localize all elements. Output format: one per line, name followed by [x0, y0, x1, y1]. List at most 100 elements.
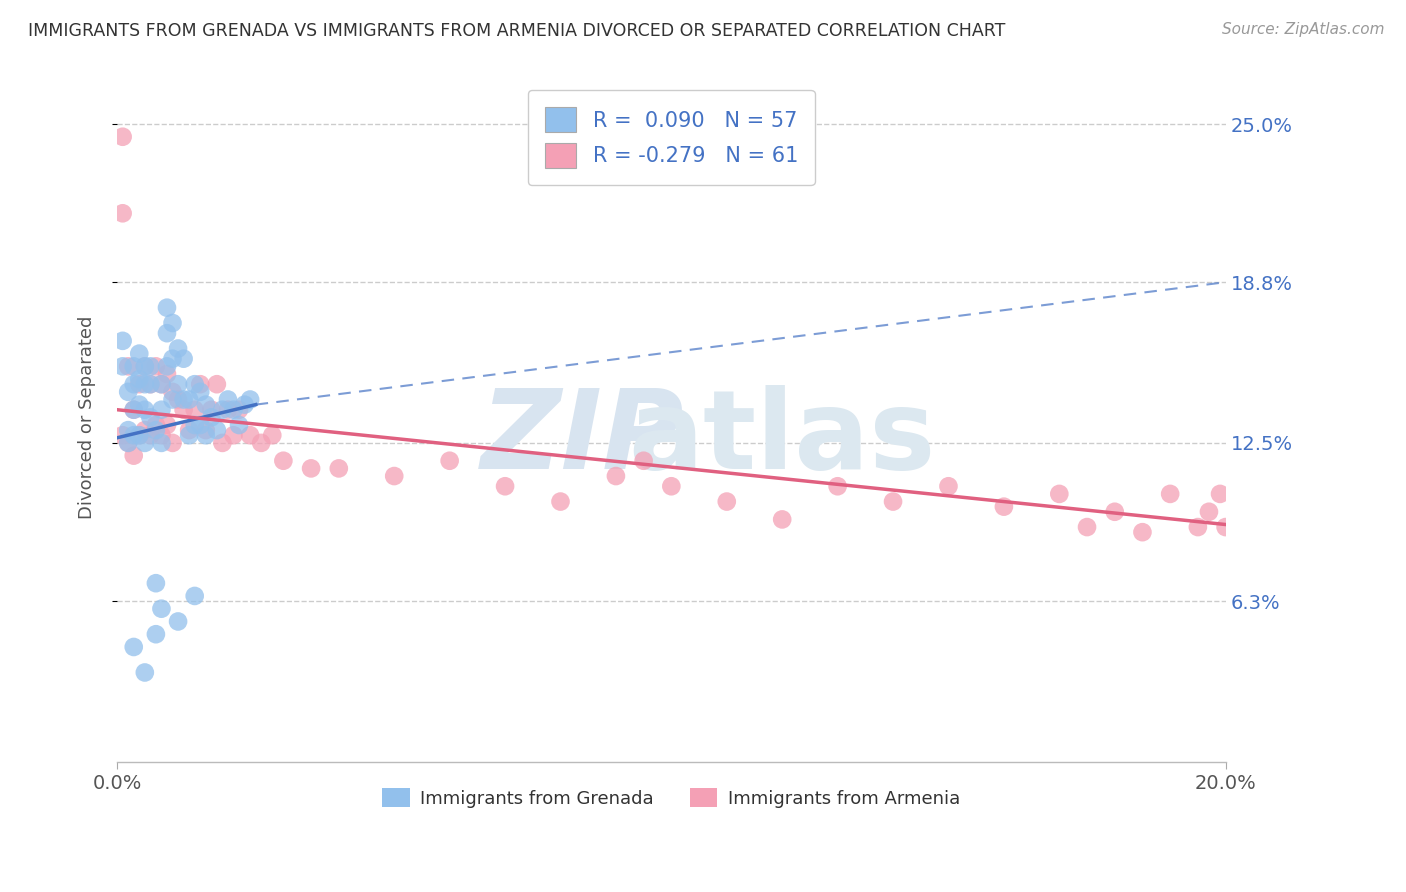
Point: [239, 428, 262, 442]
Point: [134, 436, 156, 450]
Point: [134, 423, 156, 437]
Point: [233, 398, 256, 412]
Point: [122, 640, 145, 654]
Point: [150, 436, 173, 450]
Point: [167, 392, 190, 407]
Point: [222, 402, 245, 417]
Point: [1209, 487, 1232, 501]
Point: [139, 428, 162, 442]
Point: [150, 402, 173, 417]
Point: [162, 392, 184, 407]
Point: [993, 500, 1015, 514]
Point: [183, 589, 205, 603]
Point: [179, 423, 201, 437]
Point: [150, 428, 173, 442]
Point: [145, 359, 167, 374]
Point: [134, 402, 156, 417]
Point: [173, 402, 195, 417]
Point: [145, 576, 167, 591]
Point: [188, 417, 211, 432]
Point: [145, 423, 167, 437]
Point: [194, 423, 217, 437]
Point: [188, 377, 211, 392]
Point: [200, 402, 222, 417]
Point: [167, 615, 190, 629]
Point: [122, 377, 145, 392]
Point: [194, 428, 217, 442]
Point: [211, 436, 233, 450]
Point: [938, 479, 960, 493]
Point: [211, 402, 233, 417]
Point: [111, 206, 134, 220]
Point: [1132, 525, 1154, 540]
Point: [122, 402, 145, 417]
Point: [122, 402, 145, 417]
Point: [156, 367, 179, 381]
Point: [188, 384, 211, 399]
Point: [299, 461, 322, 475]
Point: [128, 372, 150, 386]
Point: [882, 494, 904, 508]
Point: [145, 627, 167, 641]
Point: [228, 417, 250, 432]
Point: [228, 402, 250, 417]
Point: [1215, 520, 1237, 534]
Point: [179, 392, 201, 407]
Point: [205, 423, 228, 437]
Point: [156, 326, 179, 341]
Point: [150, 377, 173, 392]
Point: [328, 461, 350, 475]
Point: [134, 665, 156, 680]
Point: [167, 342, 190, 356]
Point: [167, 377, 190, 392]
Point: [1187, 520, 1209, 534]
Point: [222, 428, 245, 442]
Point: [117, 423, 139, 437]
Point: [139, 377, 162, 392]
Point: [273, 454, 295, 468]
Point: [145, 417, 167, 432]
Point: [633, 454, 655, 468]
Point: [156, 301, 179, 315]
Point: [128, 428, 150, 442]
Point: [173, 392, 195, 407]
Y-axis label: Divorced or Separated: Divorced or Separated: [79, 316, 96, 519]
Point: [134, 359, 156, 374]
Point: [179, 428, 201, 442]
Point: [128, 377, 150, 392]
Point: [150, 601, 173, 615]
Point: [200, 410, 222, 425]
Point: [217, 392, 239, 407]
Point: [217, 402, 239, 417]
Point: [827, 479, 849, 493]
Point: [1198, 505, 1220, 519]
Point: [183, 417, 205, 432]
Point: [122, 359, 145, 374]
Point: [770, 512, 793, 526]
Point: [183, 377, 205, 392]
Text: atlas: atlas: [628, 384, 936, 491]
Point: [439, 454, 461, 468]
Point: [550, 494, 572, 508]
Point: [139, 410, 162, 425]
Point: [111, 334, 134, 348]
Point: [1047, 487, 1070, 501]
Point: [716, 494, 738, 508]
Point: [605, 469, 627, 483]
Text: IMMIGRANTS FROM GRENADA VS IMMIGRANTS FROM ARMENIA DIVORCED OR SEPARATED CORRELA: IMMIGRANTS FROM GRENADA VS IMMIGRANTS FR…: [28, 22, 1005, 40]
Point: [111, 359, 134, 374]
Point: [156, 417, 179, 432]
Point: [128, 398, 150, 412]
Point: [111, 428, 134, 442]
Point: [128, 346, 150, 360]
Point: [183, 402, 205, 417]
Point: [239, 392, 262, 407]
Point: [205, 377, 228, 392]
Point: [1076, 520, 1098, 534]
Point: [162, 316, 184, 330]
Point: [382, 469, 405, 483]
Legend: Immigrants from Grenada, Immigrants from Armenia: Immigrants from Grenada, Immigrants from…: [375, 780, 967, 814]
Point: [139, 377, 162, 392]
Point: [162, 384, 184, 399]
Point: [117, 359, 139, 374]
